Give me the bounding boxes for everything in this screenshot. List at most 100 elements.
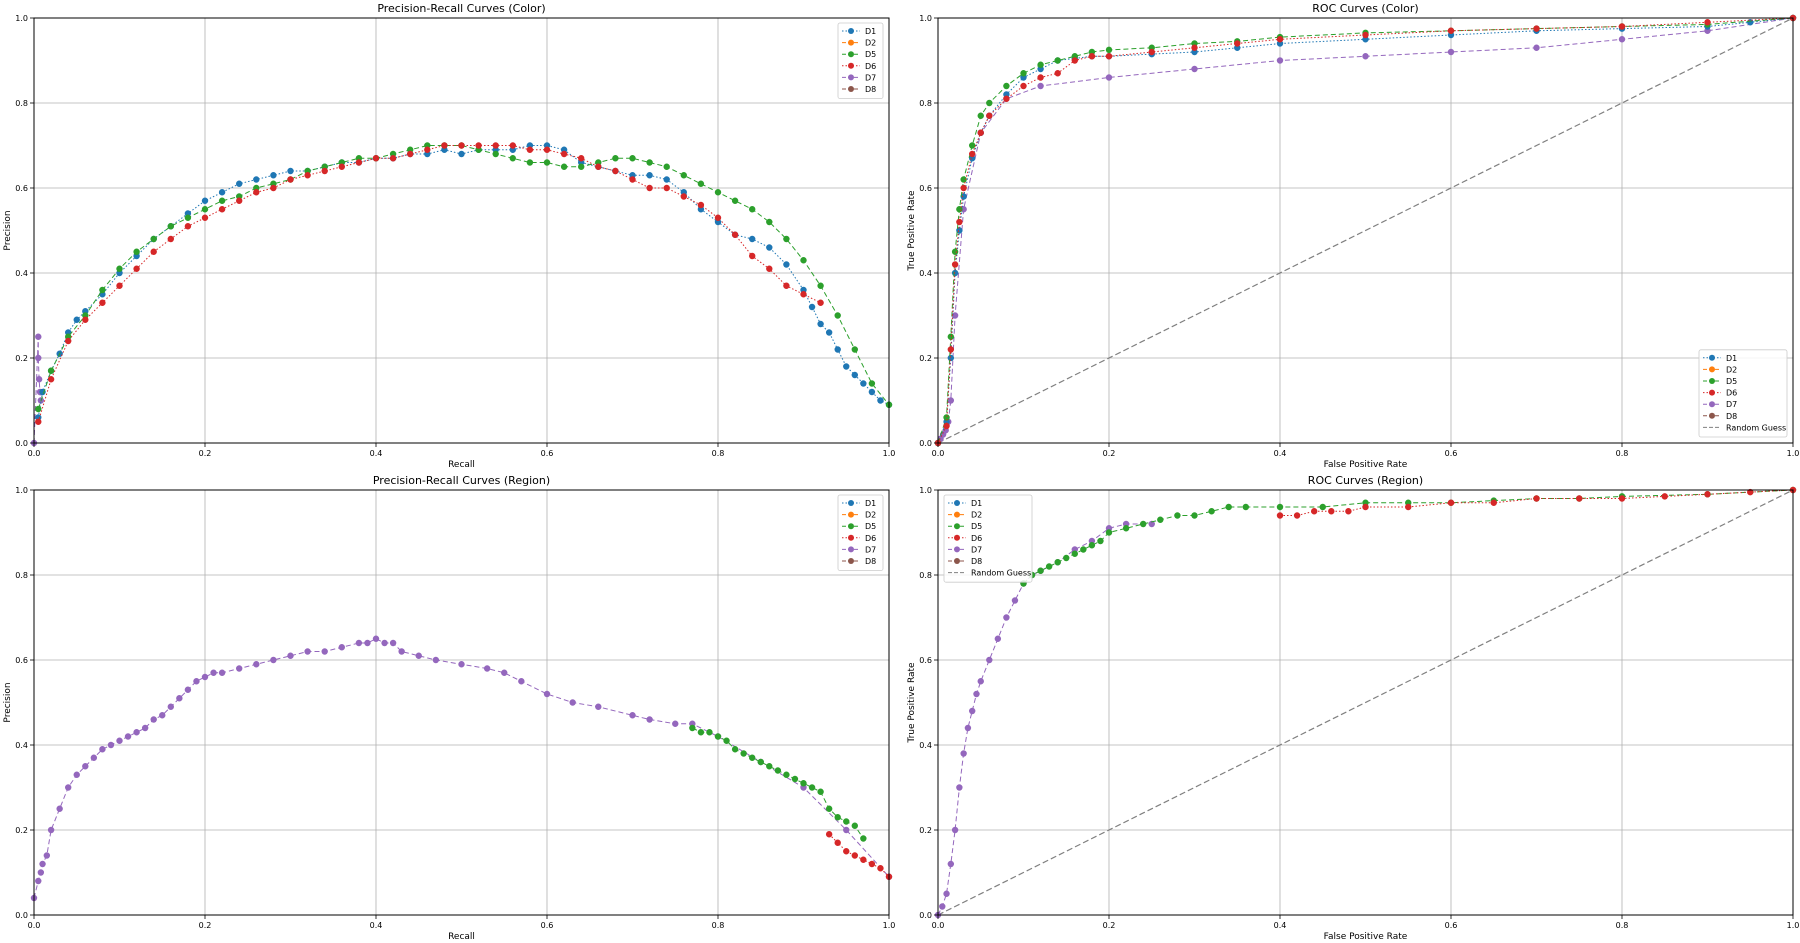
legend-marker-D5 [1709,378,1715,384]
series-line-D7 [33,638,890,899]
data-point [766,265,773,272]
data-point [783,261,790,268]
data-point [986,99,993,107]
data-point [107,741,115,749]
data-point [977,678,984,685]
data-point [749,754,756,761]
data-point [1105,529,1113,536]
data-point [167,223,174,230]
y-tick-label: 0.6 [15,184,28,193]
data-point [1618,36,1626,43]
data-point [939,903,946,910]
legend-marker-D6 [954,534,960,541]
data-point [731,197,739,204]
data-point [1157,516,1164,523]
data-point [518,678,525,685]
legend-marker-D2 [848,39,854,46]
data-point [176,695,183,702]
data-point [697,729,705,736]
x-tick-label: 0.4 [370,449,383,458]
data-point [1490,499,1497,506]
x-axis-label: False Positive Rate [1324,932,1408,942]
data-point [1148,48,1155,56]
legend-label: D7 [1726,400,1737,409]
y-tick-label: 0.2 [919,354,932,363]
legend-marker-D2 [1709,366,1715,373]
data-point [860,856,867,863]
data-point [509,142,516,149]
data-point [834,346,841,353]
data-point [680,193,687,200]
data-point [201,214,209,221]
x-tick-label: 0.0 [28,921,41,930]
data-point [947,354,955,362]
data-point [868,388,876,396]
y-tick-label: 1.0 [15,486,28,495]
legend-marker-D7 [848,74,854,81]
data-point [943,890,950,897]
data-point [877,865,884,872]
data-point [1533,44,1540,51]
legend-label: D1 [865,499,876,508]
data-point [236,665,243,672]
data-point [960,750,967,757]
data-point [389,155,397,162]
data-point [947,397,955,404]
series-D7 [30,635,893,902]
data-point [133,265,140,272]
data-point [774,767,782,774]
x-tick-label: 1.0 [1787,921,1800,930]
legend-label: D6 [971,534,982,543]
data-point [1276,36,1284,43]
data-point [201,673,209,681]
data-point [1328,508,1335,515]
data-point [253,661,260,668]
data-point [714,189,722,196]
series-line-D7 [937,523,1152,916]
legend-marker-D6 [1709,389,1715,396]
data-point [860,835,867,842]
series-D5 [35,142,893,413]
y-tick-label: 0.6 [919,656,932,665]
data-point [321,648,328,655]
chart-panel-4: 0.00.0 0.2 0.2 0.4 0.4 0.6 0.6 0.8 0.8 1.0 1.0 ROC … [907,474,1799,942]
series-line-D1 [37,145,890,418]
chart-panel-1: 0.00.0 0.2 0.2 0.4 0.4 0.6 0.6 0.8 0.8 1.0 1.0 Prec… [3,2,895,470]
legend-label: D5 [865,522,876,531]
legend-marker-D1 [848,28,854,34]
y-axis-label: Precision [3,210,13,250]
x-tick-label: 0.6 [541,921,554,930]
data-point [441,142,448,149]
data-point [1045,563,1053,570]
data-point [407,150,414,158]
data-point [321,167,328,175]
legend-label: D7 [865,73,876,82]
data-point [986,112,993,119]
data-point [355,159,363,166]
data-point [680,172,687,179]
data-point [201,197,209,204]
y-tick-label: 0.8 [919,99,932,108]
data-point [1140,520,1147,528]
legend-label: D2 [971,511,982,520]
data-point [201,206,209,213]
data-point [951,261,959,268]
data-point [1174,512,1181,519]
data-point [184,686,192,693]
y-tick-label: 0.0 [15,439,28,448]
series-D5 [689,724,867,842]
data-point [851,822,858,829]
data-point [483,665,491,672]
x-tick-label: 0.0 [932,921,945,930]
data-point [116,737,123,744]
data-point [800,291,807,298]
legend-label: D6 [1726,389,1737,398]
data-point [749,252,756,260]
data-point [560,150,568,158]
data-point [47,826,55,834]
legend-label: D8 [865,557,876,566]
legend-box [837,494,884,571]
data-point [39,860,46,868]
y-tick-label: 0.4 [919,741,932,750]
data-point [65,337,72,345]
